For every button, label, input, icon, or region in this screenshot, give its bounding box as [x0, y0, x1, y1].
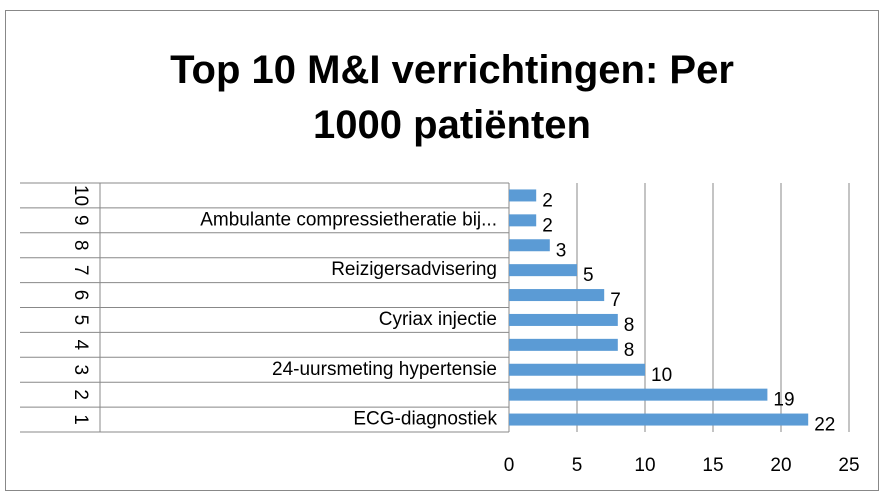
rank-label: 7 — [70, 265, 91, 276]
data-label: 2 — [542, 215, 553, 236]
data-label: 22 — [814, 415, 835, 436]
data-label: 19 — [773, 390, 794, 411]
category-label: Ambulante compressietheratie bij... — [200, 209, 497, 230]
category-label: Cyriax injectie — [379, 309, 497, 330]
bar — [509, 413, 809, 426]
rank-label: 9 — [70, 215, 91, 226]
bar — [509, 338, 618, 351]
data-label: 2 — [542, 190, 553, 211]
bar — [509, 363, 645, 376]
x-tick-label: 0 — [504, 455, 515, 476]
rank-label: 10 — [70, 185, 91, 206]
rank-label: 2 — [70, 389, 91, 400]
data-label: 5 — [583, 265, 594, 286]
data-label: 7 — [610, 290, 621, 311]
x-tick-label: 20 — [770, 455, 791, 476]
chart-title: Top 10 M&I verrichtingen: Per 1000 patiën… — [170, 48, 734, 147]
bar — [509, 388, 768, 401]
rank-label: 8 — [70, 240, 91, 251]
bar — [509, 264, 577, 277]
bar — [509, 214, 537, 227]
x-tick-label: 5 — [572, 455, 583, 476]
x-tick-label: 15 — [702, 455, 723, 476]
data-label: 8 — [624, 315, 635, 336]
x-tick-label: 25 — [838, 455, 859, 476]
bar — [509, 289, 605, 302]
category-label: Reizigersadvisering — [331, 259, 497, 280]
data-label: 10 — [651, 365, 672, 386]
rank-label: 3 — [70, 364, 91, 375]
x-tick-label: 10 — [634, 455, 655, 476]
rank-label: 5 — [70, 315, 91, 326]
bar — [509, 189, 537, 202]
bar — [509, 313, 618, 326]
category-label: 24-uursmeting hypertensie — [272, 359, 497, 380]
data-label: 3 — [556, 240, 567, 261]
bar — [509, 239, 550, 252]
data-label: 8 — [624, 340, 635, 361]
chart-border — [5, 10, 879, 491]
category-label: ECG-diagnostiek — [353, 409, 497, 430]
rank-label: 4 — [70, 340, 91, 351]
rank-label: 1 — [70, 414, 91, 425]
rank-label: 6 — [70, 290, 91, 301]
